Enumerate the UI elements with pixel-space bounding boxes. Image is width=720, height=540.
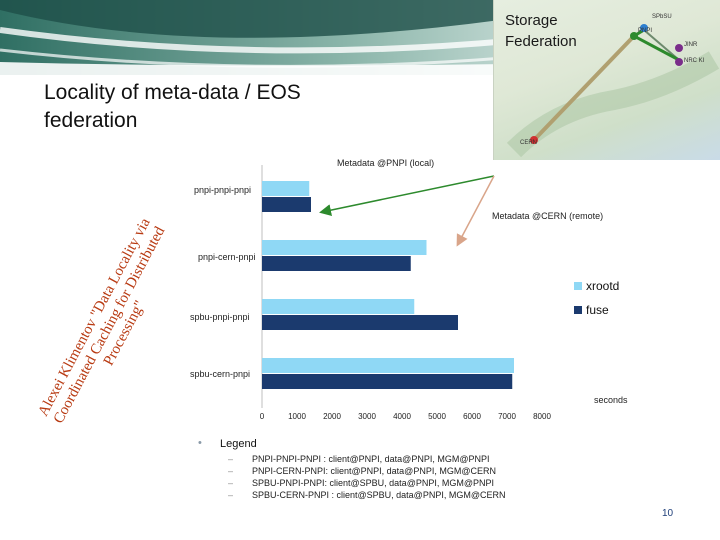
map-label-nrcki: NRC KI — [684, 58, 705, 64]
page-number: 10 — [662, 508, 674, 519]
map-node-nrcki — [675, 58, 683, 66]
legend-item-xrootd: xrootd — [574, 274, 619, 298]
legend-swatch-xrootd — [574, 282, 582, 290]
x-tick-label: 7000 — [498, 412, 516, 421]
bar-xrootd-spbu-pnpi-pnpi — [262, 299, 415, 314]
x-tick-label: 2000 — [323, 412, 341, 421]
map-link-pnpi-nrcki — [633, 34, 680, 62]
legend-label-xrootd: xrootd — [586, 279, 620, 293]
map-link-spbsu-jinr — [643, 29, 680, 61]
map-node-jinr — [675, 44, 683, 52]
legend-item-text: PNPI-CERN-PNPI: client@PNPI, data@PNPI, … — [252, 466, 496, 476]
series-legend: xrootd fuse — [574, 274, 619, 322]
x-axis-label: seconds — [594, 395, 628, 405]
map-label-jinr: JINR — [684, 42, 698, 48]
map-label-spbsu: SPbSU — [652, 14, 672, 20]
category-label-spbu-cern-pnpi: spbu-cern-pnpi — [190, 369, 251, 379]
legend-list-item: – SPBU-PNPI-PNPI: client@SPBU, data@PNPI,… — [228, 478, 494, 488]
x-tick-label: 4000 — [393, 412, 411, 421]
legend-item-text: SPBU-PNPI-PNPI: client@SPBU, data@PNPI, … — [252, 478, 494, 488]
bar-fuse-spbu-cern-pnpi — [262, 374, 513, 389]
category-label-spbu-pnpi-pnpi: spbu-pnpi-pnpi — [190, 312, 250, 322]
legend-list: – PNPI-PNPI-PNPI : client@PNPI, data@PNPI… — [228, 453, 505, 501]
legend-swatch-fuse — [574, 306, 582, 314]
bar-xrootd-pnpi-pnpi-pnpi — [262, 181, 310, 196]
map-title: Storage Federation — [505, 12, 577, 50]
bar-fuse-spbu-pnpi-pnpi — [262, 315, 458, 330]
map-label-pnpi: PNPI — [638, 28, 653, 34]
legend-item-text: PNPI-PNPI-PNPI : client@PNPI, data@PNPI,… — [252, 454, 490, 464]
legend-label-fuse: fuse — [586, 303, 609, 317]
legend-list-item: – SPBU-CERN-PNPI : client@SPBU, data@PNPI… — [228, 490, 506, 500]
map-node-pnpi — [630, 32, 638, 40]
bar-xrootd-pnpi-cern-pnpi — [262, 240, 427, 255]
annotation-remote: Metadata @CERN (remote) — [492, 211, 604, 221]
legend-bullet: • — [198, 437, 202, 449]
federation-map: SPbSU PNPI JINR NRC KI CERN — [493, 0, 720, 160]
x-tick-label: 6000 — [463, 412, 481, 421]
slide-title: Locality of meta-data / EOS federation — [44, 81, 301, 132]
x-tick-label: 8000 — [533, 412, 551, 421]
map-graphic — [506, 24, 720, 158]
map-link-pnpi-cern — [532, 34, 636, 142]
x-tick-label: 0 — [260, 412, 265, 421]
annotation-arrow-remote — [456, 175, 495, 247]
bar-fuse-pnpi-pnpi-pnpi — [262, 197, 311, 212]
annotation-local: Metadata @PNPI (local) — [337, 158, 435, 168]
map-label-cern: CERN — [520, 140, 538, 146]
legend-list-item: – PNPI-PNPI-PNPI : client@PNPI, data@PNPI… — [228, 454, 490, 464]
category-label-pnpi-pnpi-pnpi: pnpi-pnpi-pnpi — [194, 185, 252, 195]
annotation-arrow-local — [319, 175, 495, 217]
bar-fuse-pnpi-cern-pnpi — [262, 256, 411, 271]
map-node-cern — [530, 136, 538, 144]
x-tick-label: 3000 — [358, 412, 376, 421]
legend-title: Legend — [220, 438, 257, 450]
bar-xrootd-spbu-cern-pnpi — [262, 358, 514, 373]
legend-item-text: SPBU-CERN-PNPI : client@SPBU, data@PNPI,… — [252, 490, 506, 500]
map-node-spbsu — [640, 24, 648, 32]
category-label-pnpi-cern-pnpi: pnpi-cern-pnpi — [198, 252, 256, 262]
legend-item-fuse: fuse — [574, 298, 619, 322]
x-tick-label: 5000 — [428, 412, 446, 421]
legend-list-item: – PNPI-CERN-PNPI: client@PNPI, data@PNPI,… — [228, 466, 496, 476]
x-tick-label: 1000 — [288, 412, 306, 421]
